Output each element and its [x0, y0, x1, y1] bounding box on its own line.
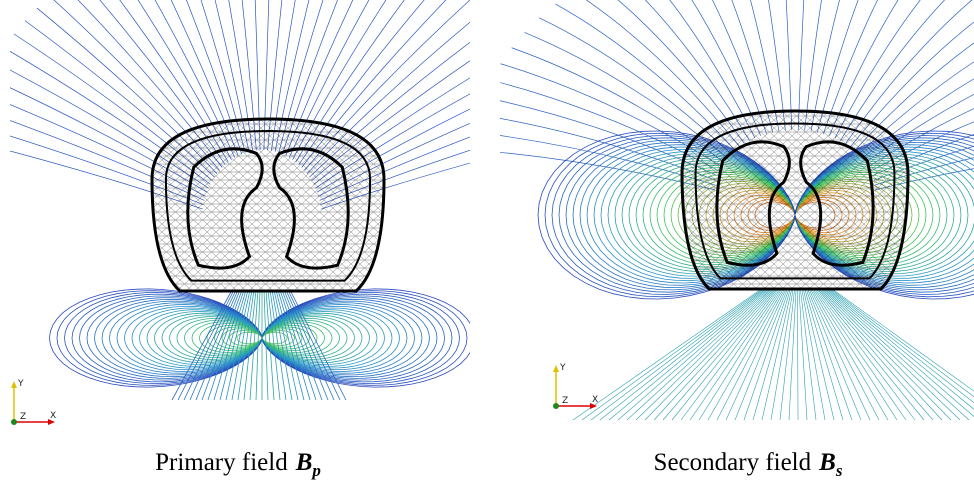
field-line	[50, 289, 263, 387]
caption: Primary field Bp	[155, 449, 321, 480]
field-line	[823, 290, 951, 420]
axes-triad: Y Z X	[11, 379, 56, 425]
field-line	[591, 290, 763, 420]
field-line	[80, 296, 263, 380]
field-line	[798, 290, 799, 420]
field-line	[262, 296, 445, 380]
caption-subscript: p	[310, 461, 321, 480]
axis-z-label: Z	[562, 396, 568, 406]
field-line	[829, 290, 974, 420]
axis-x-label: X	[50, 411, 56, 421]
caption-symbol: B	[818, 449, 836, 476]
field-line	[828, 290, 974, 420]
field-line	[573, 290, 760, 420]
field-line	[817, 290, 915, 420]
field-line	[645, 290, 772, 420]
caption-text: Secondary field	[654, 449, 812, 476]
axis-y-label: Y	[17, 379, 24, 389]
axes-triad: Y Z X	[553, 363, 598, 409]
secondary-field-panel	[475, 0, 974, 420]
field-line	[262, 289, 475, 387]
axis-y-label: Y	[559, 363, 566, 373]
field-line	[834, 290, 974, 420]
primary-field-panel	[0, 0, 558, 400]
field-line	[826, 290, 969, 420]
axis-z-label: Z	[20, 412, 26, 422]
field-line	[475, 150, 715, 190]
field-line	[627, 290, 769, 420]
caption-symbol: B	[295, 449, 313, 476]
axis-x-label: X	[592, 395, 598, 405]
caption-text: Primary field	[155, 449, 288, 476]
caption-subscript: s	[835, 461, 843, 480]
figure: Y Z X Y Z X Primary field Bp Secondary fi…	[0, 0, 974, 486]
field-line	[681, 290, 778, 420]
field-line	[831, 290, 974, 420]
